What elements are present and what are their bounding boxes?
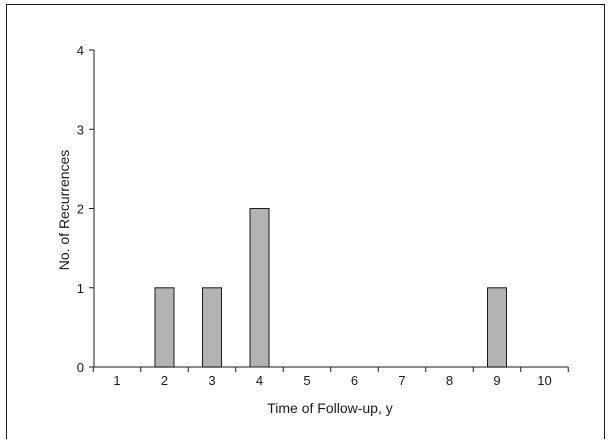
x-tick-label-7: 7 <box>398 373 405 388</box>
y-axis-label: No. of Recurrences <box>56 150 72 271</box>
x-tick-label-9: 9 <box>493 373 500 388</box>
x-axis-label: Time of Follow-up, y <box>267 400 393 416</box>
x-tick-label-10: 10 <box>537 373 551 388</box>
bar-2 <box>154 287 175 368</box>
y-tick-label-0: 0 <box>77 360 84 375</box>
x-tick-label-8: 8 <box>446 373 453 388</box>
x-tick-label-5: 5 <box>303 373 310 388</box>
y-tick-label-1: 1 <box>77 281 84 296</box>
x-tick-label-4: 4 <box>256 373 263 388</box>
y-tick-label-3: 3 <box>77 122 84 137</box>
x-tick-label-2: 2 <box>161 373 168 388</box>
x-tick-label-6: 6 <box>351 373 358 388</box>
bar-9 <box>487 287 507 368</box>
plot-area: 0 1 2 3 4 1 2 3 4 5 6 7 8 9 10 <box>77 43 569 388</box>
figure-frame <box>6 4 605 444</box>
y-tick-label-2: 2 <box>77 202 84 217</box>
x-tick-label-3: 3 <box>208 373 215 388</box>
x-tick-label-1: 1 <box>113 373 120 388</box>
bar-3 <box>202 287 222 368</box>
y-tick-label-4: 4 <box>77 43 84 58</box>
bar-4 <box>249 208 270 368</box>
